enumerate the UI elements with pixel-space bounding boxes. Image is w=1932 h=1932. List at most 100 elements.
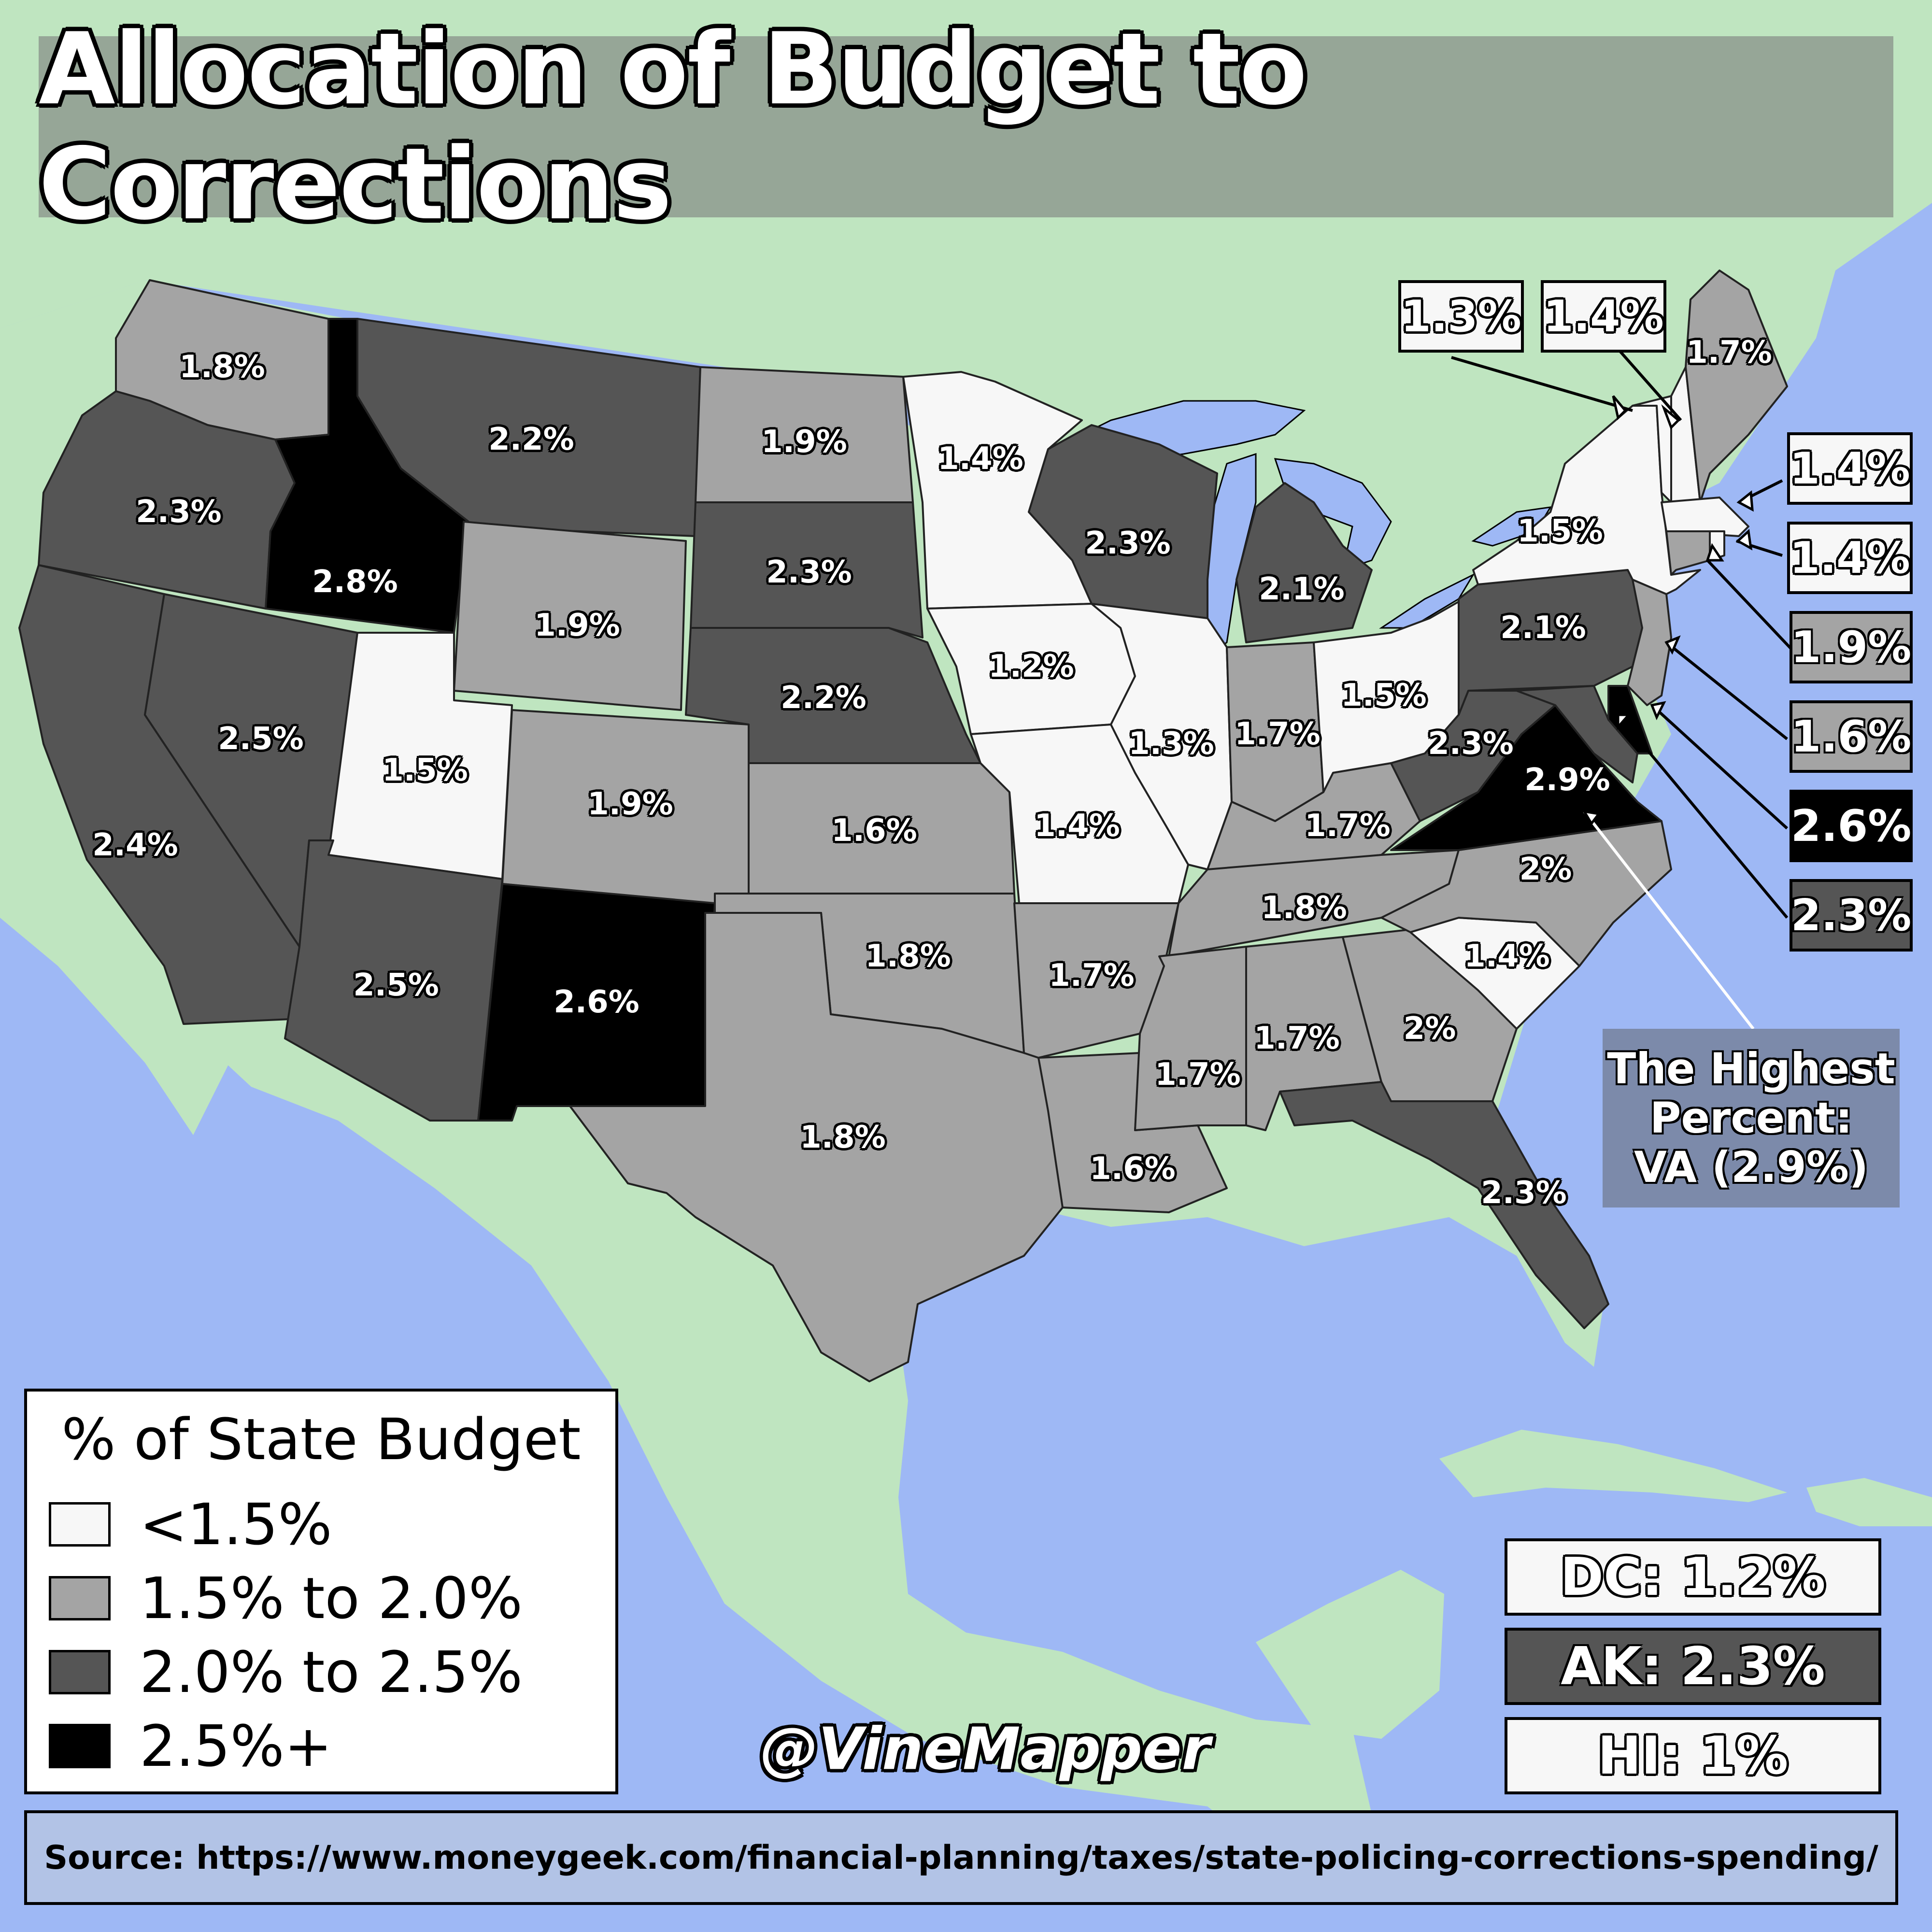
state-wy [453, 521, 687, 711]
state-nc [1380, 820, 1672, 967]
land-cuba [1439, 1430, 1787, 1502]
label-ky: 1.7% [1305, 808, 1391, 844]
label-wv: 2.3% [1428, 726, 1514, 762]
arrowhead-nj [1664, 635, 1681, 655]
arrowhead-ct [1705, 543, 1724, 562]
legend-swatch [49, 1650, 111, 1694]
legend-label: 2.0% to 2.5% [140, 1639, 523, 1705]
label-wi: 2.3% [1085, 526, 1171, 561]
title-banner: Allocation of Budget to Corrections [39, 12, 1893, 242]
label-id: 2.8% [312, 564, 398, 600]
callout-md: 2.3% [1790, 879, 1913, 952]
state-fl [1279, 1081, 1609, 1329]
state-me [1685, 270, 1788, 503]
callout-nh: 1.4% [1541, 280, 1666, 353]
label-ia: 1.2% [988, 649, 1074, 684]
label-nc: 2% [1519, 852, 1572, 887]
label-ny: 1.5% [1517, 513, 1603, 549]
legend-item: 1.5% to 2.0% [49, 1565, 523, 1632]
page-title: Allocation of Budget to Corrections [39, 12, 1307, 242]
highest-line-2: Percent: [1649, 1093, 1853, 1143]
land-yucatan [1256, 1570, 1444, 1739]
label-me: 1.7% [1686, 335, 1772, 370]
legend-label: 2.5%+ [140, 1713, 332, 1779]
state-ma [1661, 497, 1749, 537]
label-co: 1.9% [587, 786, 673, 822]
label-az: 2.5% [353, 967, 439, 1003]
highest-line-3: VA (2.9%) [1634, 1142, 1869, 1192]
label-ne: 2.2% [781, 680, 867, 716]
label-ga: 2% [1403, 1011, 1456, 1047]
state-sd [690, 501, 923, 639]
state-tx [569, 912, 1064, 1382]
label-pa: 2.1% [1500, 610, 1586, 646]
callout-line-md [1617, 714, 1789, 919]
state-wi [1028, 424, 1218, 619]
label-va: 2.9% [1524, 762, 1610, 798]
label-sd: 2.3% [766, 554, 852, 590]
source-text: Source: https://www.moneygeek.com/financ… [44, 1838, 1878, 1877]
label-ca: 2.4% [92, 827, 178, 863]
arrowhead-md [1617, 713, 1632, 730]
land-hispaniola [1806, 1478, 1932, 1526]
label-ar: 1.7% [1049, 958, 1135, 994]
state-ks [748, 762, 1015, 895]
label-nm: 2.6% [554, 984, 639, 1020]
source-banner: Source: https://www.moneygeek.com/financ… [24, 1810, 1898, 1905]
legend-title: % of State Budget [61, 1406, 581, 1473]
label-sc: 1.4% [1464, 938, 1550, 974]
arrowhead-vt [1612, 395, 1627, 420]
callout-ri: 1.4% [1787, 522, 1913, 594]
highest-percent-label: The Highest Percent: VA (2.9%) [1603, 1029, 1900, 1208]
state-mi [1236, 482, 1373, 643]
state-ct [1665, 530, 1711, 576]
author-handle: @VineMapper [760, 1716, 1210, 1783]
callout-line-de [1650, 704, 1789, 830]
label-mn: 1.4% [938, 441, 1023, 477]
label-mt: 2.2% [488, 422, 574, 457]
highest-arrow-line [1583, 810, 1755, 1030]
state-il [1091, 603, 1233, 870]
label-nd: 1.9% [761, 424, 847, 460]
label-ks: 1.6% [831, 813, 917, 849]
state-md [1516, 685, 1638, 783]
dc-box: DC: 1.2% [1505, 1538, 1881, 1616]
legend-item: <1.5% [49, 1491, 332, 1558]
label-in: 1.7% [1235, 716, 1321, 752]
arrowhead-de [1650, 701, 1666, 721]
hi-box: HI: 1% [1505, 1717, 1881, 1794]
label-al: 1.7% [1254, 1021, 1340, 1056]
legend-label: <1.5% [140, 1491, 332, 1558]
callout-line-nj [1665, 641, 1788, 740]
legend-swatch [49, 1724, 111, 1768]
state-nj [1627, 579, 1672, 706]
label-oh: 1.5% [1341, 678, 1427, 713]
label-tx: 1.8% [800, 1120, 886, 1155]
callout-line-ct [1706, 559, 1793, 651]
label-mo: 1.4% [1034, 808, 1120, 844]
state-de [1607, 685, 1653, 754]
legend-swatch [49, 1502, 111, 1547]
label-wy: 1.9% [534, 608, 620, 643]
label-wa: 1.8% [179, 349, 265, 385]
legend-swatch [49, 1576, 111, 1620]
callout-ct: 1.9% [1790, 611, 1913, 683]
legend-item: 2.0% to 2.5% [49, 1639, 523, 1705]
label-il: 1.3% [1128, 726, 1214, 762]
legend: % of State Budget <1.5% 1.5% to 2.0% 2.0… [24, 1389, 618, 1794]
arrowhead-va [1582, 810, 1601, 826]
callout-line-vt [1451, 356, 1633, 412]
callout-ma: 1.4% [1787, 432, 1913, 505]
label-fl: 2.3% [1481, 1175, 1567, 1211]
legend-label: 1.5% to 2.0% [140, 1565, 523, 1632]
arrowhead-ma [1736, 490, 1754, 512]
callout-de: 2.6% [1790, 790, 1913, 862]
label-mi: 2.1% [1259, 571, 1345, 607]
label-la: 1.6% [1090, 1151, 1176, 1187]
arrowhead-ri [1735, 528, 1753, 551]
highest-line-1: The Highest [1607, 1044, 1895, 1094]
label-tn: 1.8% [1261, 890, 1347, 926]
label-ms: 1.7% [1155, 1057, 1241, 1093]
